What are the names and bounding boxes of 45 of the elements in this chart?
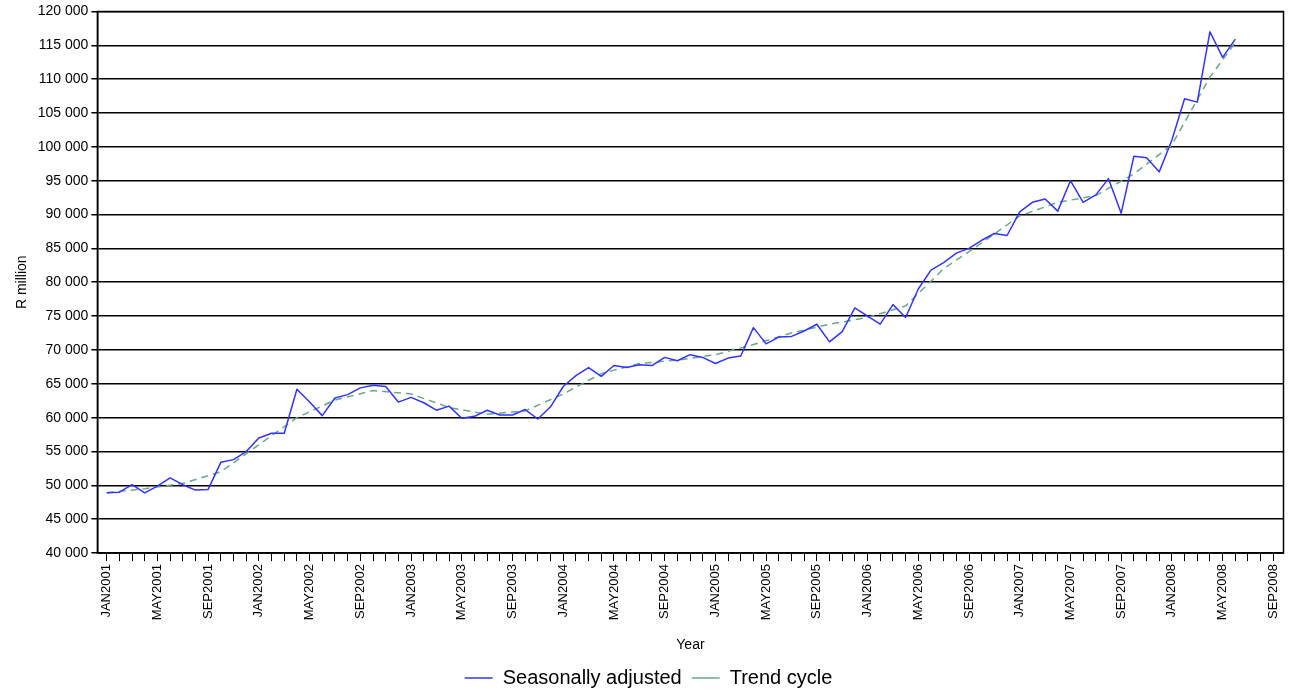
- x-tick-label: SEP2003: [504, 564, 520, 620]
- x-tick-label: MAY2002: [301, 564, 317, 621]
- x-tick-label: JAN2003: [402, 564, 418, 618]
- x-tick-label: MAY2008: [1214, 564, 1230, 621]
- x-axis-title: Year: [676, 636, 705, 653]
- y-tick-label: 115 000: [38, 36, 89, 53]
- y-tick-label: 110 000: [38, 69, 89, 86]
- x-tick-label: SEP2005: [808, 564, 824, 620]
- x-tick-label: MAY2007: [1062, 564, 1078, 621]
- x-tick-label: MAY2006: [909, 564, 925, 621]
- y-tick-label: 85 000: [45, 239, 89, 256]
- y-tick-label: 95 000: [45, 171, 89, 188]
- x-tick-label: JAN2005: [706, 564, 722, 618]
- x-tick-label: JAN2007: [1011, 564, 1027, 618]
- legend-label: Trend cycle: [729, 665, 833, 688]
- x-tick-label: JAN2004: [554, 564, 570, 618]
- y-tick-label: 40 000: [45, 543, 89, 560]
- y-tick-label: 45 000: [45, 510, 89, 527]
- y-tick-label: 65 000: [45, 374, 89, 391]
- x-tick-label: MAY2004: [605, 564, 621, 621]
- y-tick-label: 80 000: [45, 273, 89, 290]
- x-tick-label: SEP2001: [199, 564, 215, 620]
- y-tick-label: 90 000: [45, 205, 89, 222]
- x-tick-label: MAY2001: [149, 564, 165, 621]
- y-tick-label: 70 000: [45, 340, 89, 357]
- y-tick-label: 120 000: [37, 2, 89, 19]
- y-tick-label: 60 000: [45, 408, 89, 425]
- x-tick-label: JAN2002: [250, 564, 266, 618]
- x-tick-label: SEP2004: [656, 564, 672, 620]
- legend-label: Seasonally adjusted: [502, 665, 682, 688]
- x-tick-label: MAY2003: [453, 564, 469, 621]
- y-axis-title: R million: [13, 255, 30, 310]
- x-tick-label: JAN2008: [1163, 564, 1179, 618]
- x-tick-label: JAN2001: [98, 564, 114, 618]
- y-tick-label: 50 000: [45, 476, 89, 493]
- x-tick-label: SEP2008: [1264, 564, 1280, 620]
- x-tick-label: MAY2005: [757, 564, 773, 621]
- x-tick-label: SEP2007: [1112, 564, 1128, 620]
- x-tick-label: SEP2006: [960, 564, 976, 620]
- y-tick-label: 100 000: [37, 137, 89, 154]
- y-tick-label: 105 000: [37, 103, 89, 120]
- x-tick-label: JAN2006: [859, 564, 875, 618]
- y-tick-label: 55 000: [45, 442, 89, 459]
- x-tick-label: SEP2002: [351, 564, 367, 620]
- y-tick-label: 75 000: [45, 306, 89, 323]
